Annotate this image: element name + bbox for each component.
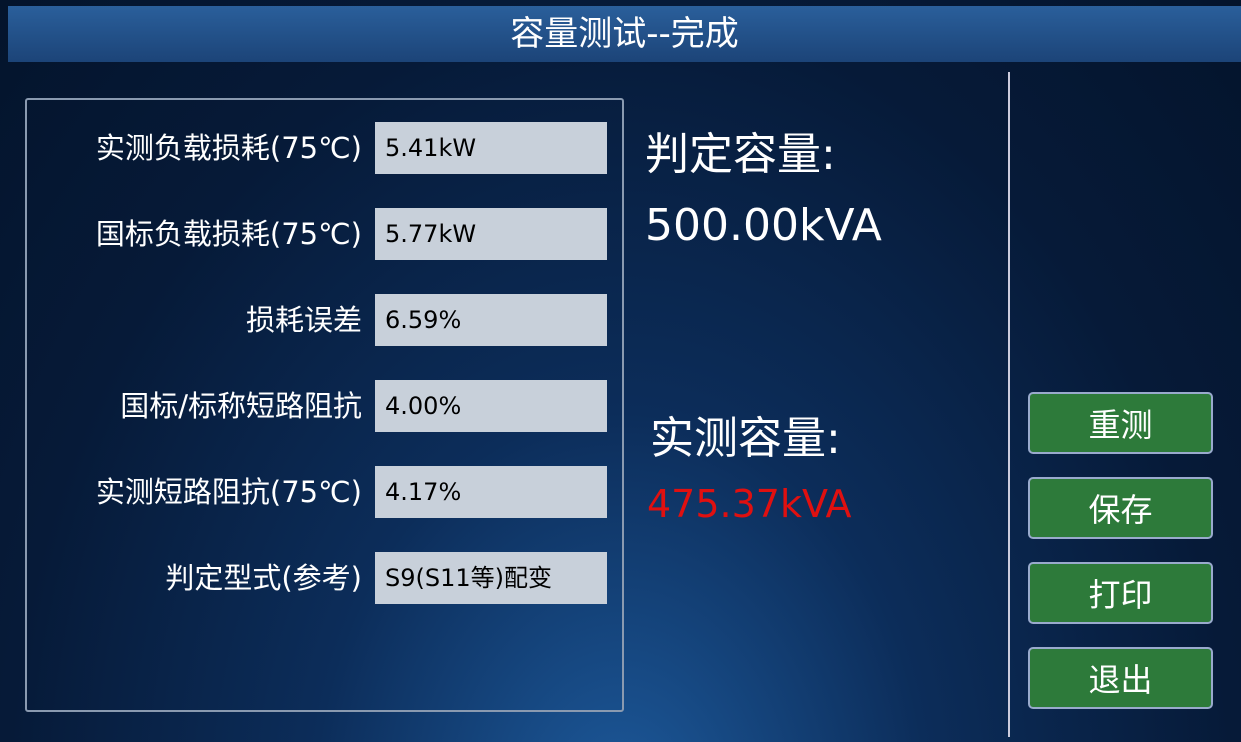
judged-label: 判定容量:: [645, 129, 836, 180]
judged-value: 500.00kVA: [645, 200, 882, 251]
field-value: 4.17%: [375, 466, 607, 518]
button[interactable]: 保存: [1028, 477, 1213, 539]
field-row: 国标/标称短路阻抗 4.00%: [27, 380, 617, 432]
field-value: 5.77kW: [375, 208, 607, 260]
field-row: 国标负载损耗(75℃) 5.77kW: [27, 208, 617, 260]
field-row: 实测负载损耗(75℃) 5.41kW: [27, 122, 617, 174]
button[interactable]: 重测: [1028, 392, 1213, 454]
field-value: 5.41kW: [375, 122, 607, 174]
divider: [1008, 72, 1010, 737]
field-value: 4.00%: [375, 380, 607, 432]
field-value: S9(S11等)配变: [375, 552, 607, 604]
field-label: 实测短路阻抗(75℃): [95, 475, 362, 509]
field-label: 损耗误差: [245, 303, 362, 337]
button[interactable]: 打印: [1028, 562, 1213, 624]
measured-label: 实测容量:: [650, 413, 841, 464]
title: 容量测试--完成: [8, 6, 1241, 62]
field-row: 损耗误差 6.59%: [27, 294, 617, 346]
button[interactable]: 退出: [1028, 647, 1213, 709]
measured-value: 475.37kVA: [647, 482, 852, 526]
field-label: 国标/标称短路阻抗: [120, 389, 362, 423]
field-label: 国标负载损耗(75℃): [95, 217, 362, 251]
field-label: 实测负载损耗(75℃): [95, 131, 362, 165]
field-row: 判定型式(参考) S9(S11等)配变: [27, 552, 617, 604]
field-label: 判定型式(参考): [165, 561, 362, 595]
field-row: 实测短路阻抗(75℃) 4.17%: [27, 466, 617, 518]
result-panel: 实测负载损耗(75℃) 5.41kW 国标负载损耗(75℃) 5.77kW 损耗误差 6.…: [25, 98, 624, 712]
field-value: 6.59%: [375, 294, 607, 346]
